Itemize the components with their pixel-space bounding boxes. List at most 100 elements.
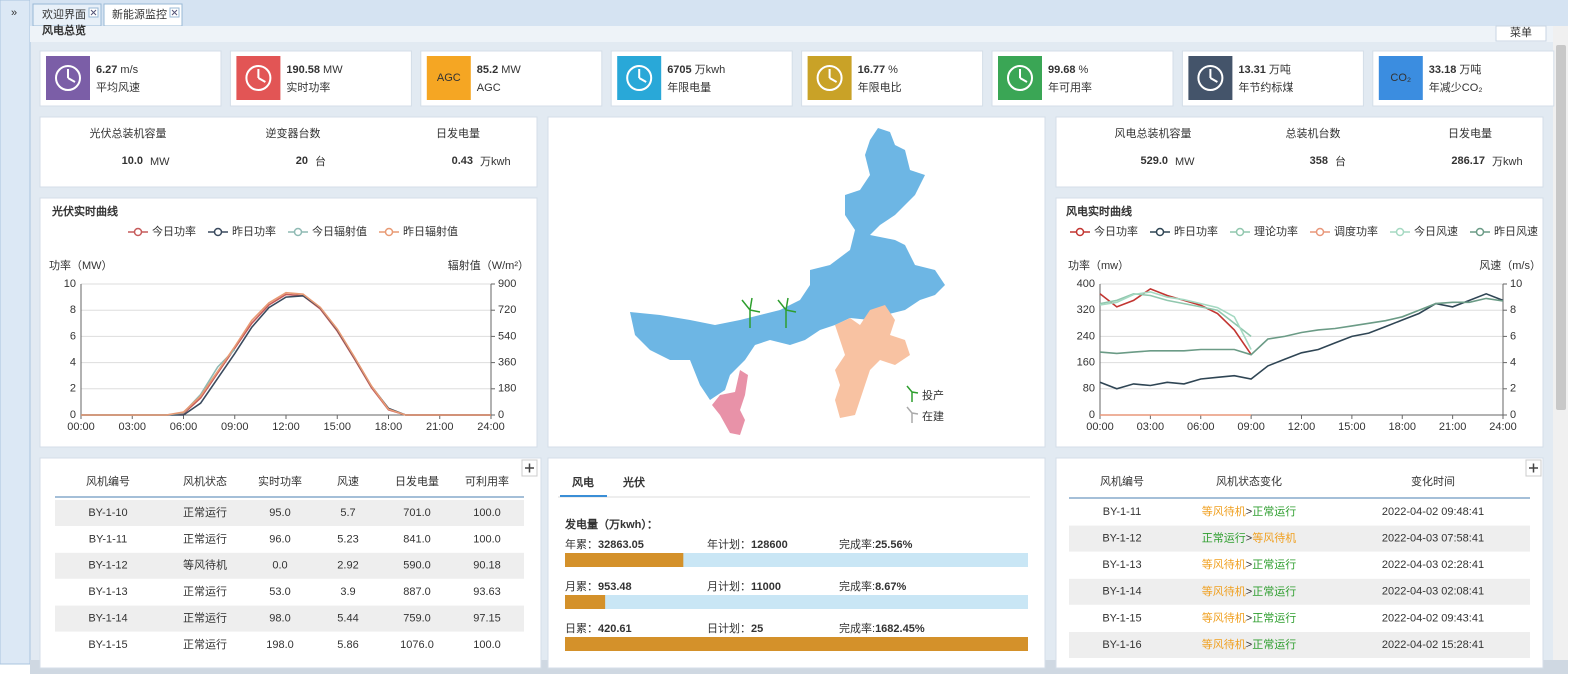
table-cell: 53.0	[269, 586, 290, 598]
x-tick-label: 21:00	[1439, 421, 1467, 433]
legend-label: 昨日功率	[1174, 224, 1218, 238]
y-tick-label: 2	[70, 383, 76, 395]
tab-close-x	[90, 9, 97, 16]
table-cell: 100.0	[473, 639, 501, 651]
summary-label: 日发电量	[1448, 126, 1492, 140]
kpi-icon	[1378, 56, 1423, 100]
tab-label[interactable]: 新能源监控	[112, 7, 167, 21]
table-cell: BY-1-11	[89, 533, 128, 545]
gen-subtitle: 发电量（万kwh）：	[564, 517, 658, 531]
y2-tick-label: 180	[498, 383, 516, 395]
summary-value: 286.17	[1451, 155, 1485, 167]
table-cell: BY-1-12	[1102, 533, 1141, 545]
gen-plan: 128600	[751, 539, 788, 551]
map-legend-label: 投产	[922, 388, 944, 402]
axis-label: 功率（MW）	[49, 258, 113, 272]
table-header: 实时功率	[258, 474, 302, 488]
y2-tick-label: 4	[1510, 357, 1516, 369]
status-arrow: >	[1246, 639, 1252, 651]
status-to: 正常运行	[1252, 558, 1296, 571]
gen-bar-track	[565, 637, 1028, 651]
map-region-east	[835, 305, 910, 418]
legend-dot	[1395, 227, 1405, 237]
series-line	[1099, 297, 1504, 356]
table-cell: BY-1-16	[1102, 639, 1141, 651]
turbine-icon	[741, 297, 919, 402]
y-tick-label: 0	[70, 409, 76, 421]
map-region-main	[630, 128, 945, 400]
x-tick-label: 12:00	[272, 421, 300, 433]
summary-unit: 万kwh	[480, 156, 511, 168]
chart-title: 光伏实时曲线	[51, 204, 118, 218]
tab-label[interactable]: 欢迎界面	[42, 7, 86, 21]
pv-summary-panel	[39, 116, 538, 188]
table-header: 风机编号	[1100, 474, 1144, 488]
kpi-label: 年限电比	[858, 80, 902, 94]
map-panel	[547, 116, 1046, 448]
y-tick-label: 320	[1077, 304, 1095, 316]
wind-chart-panel	[1055, 197, 1544, 448]
table-cell: 5.86	[337, 639, 358, 651]
legend-label: 昨日功率	[232, 224, 276, 238]
table-row-bg	[1069, 632, 1530, 658]
table-cell: 5.44	[337, 613, 358, 625]
summary-label: 日发电量	[436, 126, 480, 140]
axis-label: 功率（mw）	[1068, 258, 1129, 272]
kpi-value: 99.68	[1048, 64, 1076, 76]
table-row-bg	[1069, 578, 1530, 605]
gen-plan-label: 日计划：	[707, 622, 751, 635]
turbine-icon-building	[906, 406, 919, 423]
x-tick-label: 15:00	[323, 421, 351, 433]
table-header: 变化时间	[1411, 474, 1455, 488]
gen-tab: 光伏	[622, 475, 645, 489]
kpi-value: 6705	[667, 64, 691, 76]
kpi-icon-glyph	[245, 65, 272, 91]
add-icon	[1529, 463, 1538, 473]
sidebar-toggle[interactable]: »	[11, 7, 17, 19]
gen-label: 日累：	[565, 622, 598, 635]
y-tick-label: 240	[1077, 330, 1095, 342]
gen-plan: 11000	[751, 581, 781, 593]
x-tick-label: 03:00	[118, 421, 146, 433]
summary-value: 358	[1310, 155, 1328, 167]
kpi-icon-text: AGC	[437, 72, 461, 84]
table-cell: BY-1-14	[88, 613, 127, 625]
table-row-bg	[1069, 525, 1530, 552]
gen-bar-track	[565, 553, 1028, 567]
menu-label[interactable]: 菜单	[1510, 26, 1532, 39]
menu-button[interactable]	[1495, 25, 1547, 42]
y2-tick-label: 0	[498, 409, 504, 421]
table-cell: BY-1-12	[88, 560, 127, 572]
scroll-thumb[interactable]	[1556, 45, 1566, 410]
y-tick-label: 4	[70, 357, 76, 369]
table-cell: 590.0	[403, 560, 431, 572]
legend-dot	[293, 227, 303, 237]
x-tick-label: 24:00	[477, 421, 505, 433]
kpi-value: 190.58	[286, 64, 320, 76]
gen-plan-label: 年计划：	[707, 537, 751, 551]
x-tick-label: 18:00	[375, 421, 403, 433]
sidebar	[0, 0, 31, 665]
y2-tick-label: 720	[498, 304, 516, 316]
pv-chart-panel	[39, 197, 538, 448]
gen-tab: 风电	[572, 475, 594, 489]
table-row-bg	[55, 605, 524, 632]
status-arrow: >	[1246, 586, 1252, 598]
table-header: 可利用率	[465, 474, 509, 488]
y-tick-label: 8	[70, 304, 76, 316]
status-arrow: >	[1246, 612, 1252, 624]
table-cell: 90.18	[473, 560, 501, 572]
table-row-bg	[55, 552, 524, 579]
table-header: 风机状态	[183, 474, 227, 488]
kpi-value: 33.18	[1429, 64, 1457, 76]
x-tick-label: 09:00	[1237, 421, 1265, 433]
status-arrow: >	[1246, 559, 1252, 571]
kpi-icon-glyph	[828, 69, 838, 83]
status-change: 等风待机>正常运行	[1202, 557, 1296, 571]
legend-label: 昨日辐射值	[403, 224, 458, 238]
gen-value: 420.61	[598, 623, 632, 635]
table-cell: 2022-04-02 09:48:41	[1382, 506, 1484, 518]
table-header: 日发电量	[395, 474, 439, 488]
table-cell: 198.0	[266, 639, 294, 651]
